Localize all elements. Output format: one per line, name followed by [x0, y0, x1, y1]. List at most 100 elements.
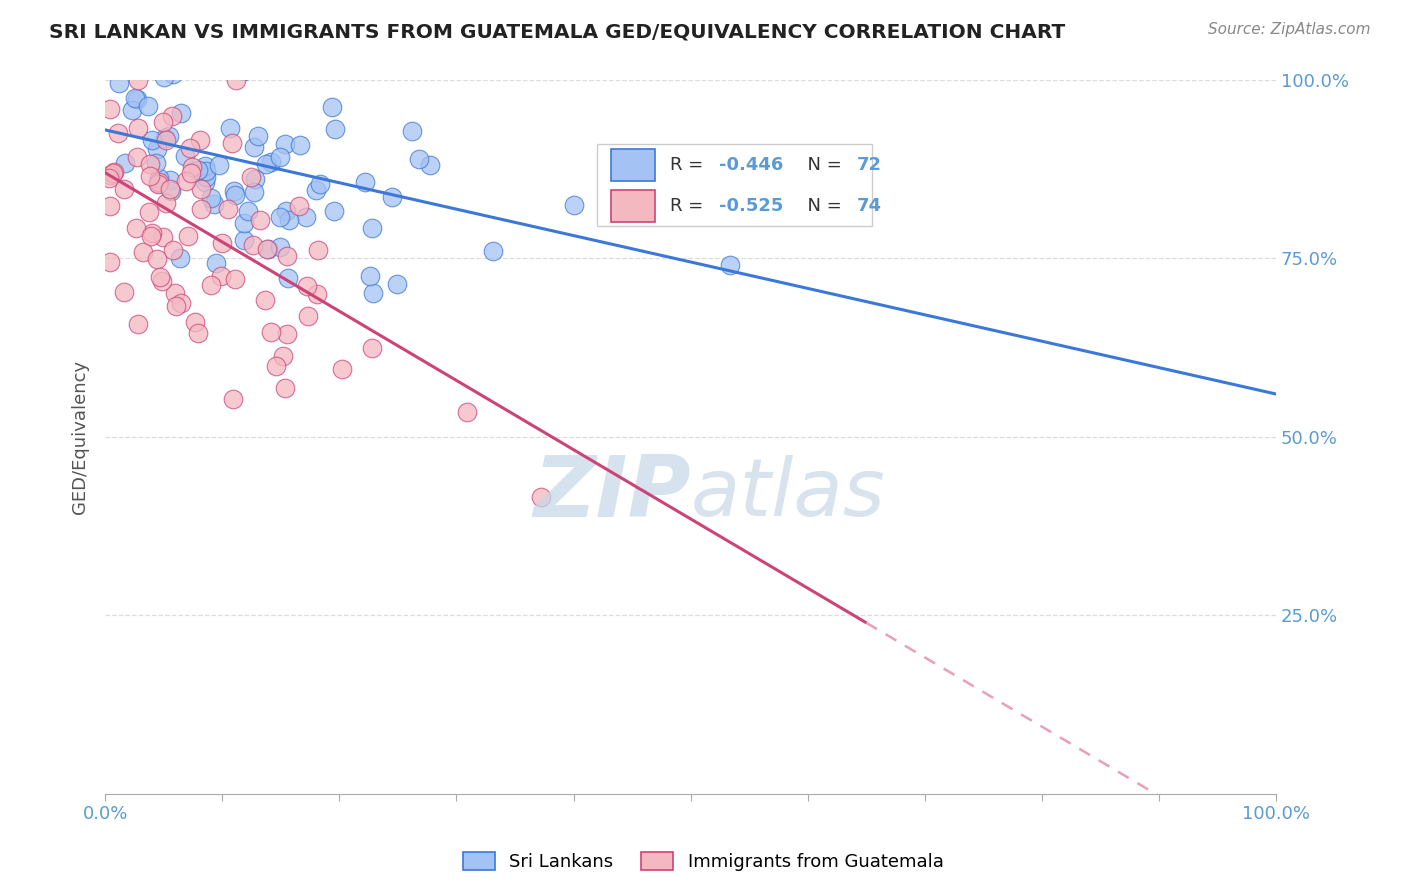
Point — [249, 213, 271, 227]
Point — [354, 175, 377, 189]
Point — [101, 166, 124, 180]
Point — [288, 199, 311, 213]
Point — [177, 229, 200, 244]
Point — [160, 184, 183, 198]
Point — [107, 127, 129, 141]
Point — [114, 156, 136, 170]
Point — [139, 169, 162, 183]
Point — [309, 178, 332, 192]
Point — [98, 168, 121, 182]
Point — [242, 59, 264, 73]
Point — [307, 286, 329, 301]
Point — [274, 203, 297, 218]
Point — [217, 202, 239, 216]
Point — [322, 204, 344, 219]
Point — [278, 212, 301, 227]
FancyBboxPatch shape — [612, 149, 655, 181]
Point — [224, 188, 246, 202]
Point — [381, 190, 404, 204]
Point — [408, 152, 430, 166]
Point — [245, 171, 267, 186]
Point — [148, 171, 170, 186]
Point — [124, 91, 146, 105]
Text: -0.525: -0.525 — [718, 197, 783, 215]
Point — [169, 251, 191, 265]
Point — [361, 341, 384, 355]
Point — [323, 121, 346, 136]
Point — [150, 274, 173, 288]
Point — [128, 62, 150, 76]
Point — [418, 158, 440, 172]
Point — [179, 140, 201, 154]
Point — [277, 270, 299, 285]
Point — [98, 102, 121, 116]
Point — [273, 381, 295, 395]
Point — [225, 73, 247, 87]
Point — [456, 405, 478, 419]
Point — [190, 202, 212, 216]
Point — [190, 133, 212, 147]
Point — [127, 73, 149, 87]
Point — [121, 103, 143, 118]
Point — [221, 136, 243, 150]
Point — [139, 157, 162, 171]
Text: atlas: atlas — [690, 455, 886, 533]
Point — [159, 182, 181, 196]
Point — [145, 142, 167, 156]
Text: N =: N = — [796, 197, 848, 215]
Point — [155, 131, 177, 145]
Point — [260, 326, 283, 340]
Point — [204, 256, 226, 270]
Point — [127, 92, 149, 106]
Point — [98, 170, 121, 185]
Point — [190, 181, 212, 195]
Point — [359, 269, 381, 284]
Point — [288, 138, 311, 153]
Point — [222, 392, 245, 407]
Point — [361, 220, 384, 235]
Point — [254, 157, 277, 171]
Point — [330, 361, 353, 376]
Point — [155, 195, 177, 210]
Point — [183, 59, 205, 73]
Point — [256, 242, 278, 256]
Point — [200, 190, 222, 204]
Point — [295, 278, 318, 293]
Point — [247, 129, 270, 144]
Point — [146, 178, 169, 192]
Text: R =: R = — [669, 156, 709, 174]
Point — [239, 169, 262, 184]
Point — [269, 240, 291, 254]
Point — [98, 199, 121, 213]
Point — [187, 162, 209, 177]
Point — [139, 228, 162, 243]
Point — [194, 170, 217, 185]
Point — [152, 229, 174, 244]
Point — [100, 254, 122, 268]
Point — [145, 156, 167, 170]
Text: SRI LANKAN VS IMMIGRANTS FROM GUATEMALA GED/EQUIVALENCY CORRELATION CHART: SRI LANKAN VS IMMIGRANTS FROM GUATEMALA … — [49, 22, 1066, 41]
Point — [194, 175, 217, 189]
Point — [361, 285, 384, 300]
Point — [169, 295, 191, 310]
Point — [194, 163, 217, 178]
Point — [155, 133, 177, 147]
Text: -0.446: -0.446 — [718, 156, 783, 174]
Point — [264, 359, 287, 374]
Point — [224, 272, 246, 286]
Point — [174, 174, 197, 188]
Point — [238, 203, 260, 218]
Point — [256, 242, 278, 256]
Text: 72: 72 — [856, 156, 882, 174]
Point — [200, 278, 222, 293]
FancyBboxPatch shape — [598, 145, 872, 227]
Point — [219, 120, 242, 135]
Point — [243, 186, 266, 200]
Point — [162, 67, 184, 81]
Point — [233, 216, 256, 230]
Point — [260, 154, 283, 169]
Point — [146, 176, 169, 190]
Point — [254, 293, 277, 308]
Point — [160, 109, 183, 123]
Point — [127, 317, 149, 331]
